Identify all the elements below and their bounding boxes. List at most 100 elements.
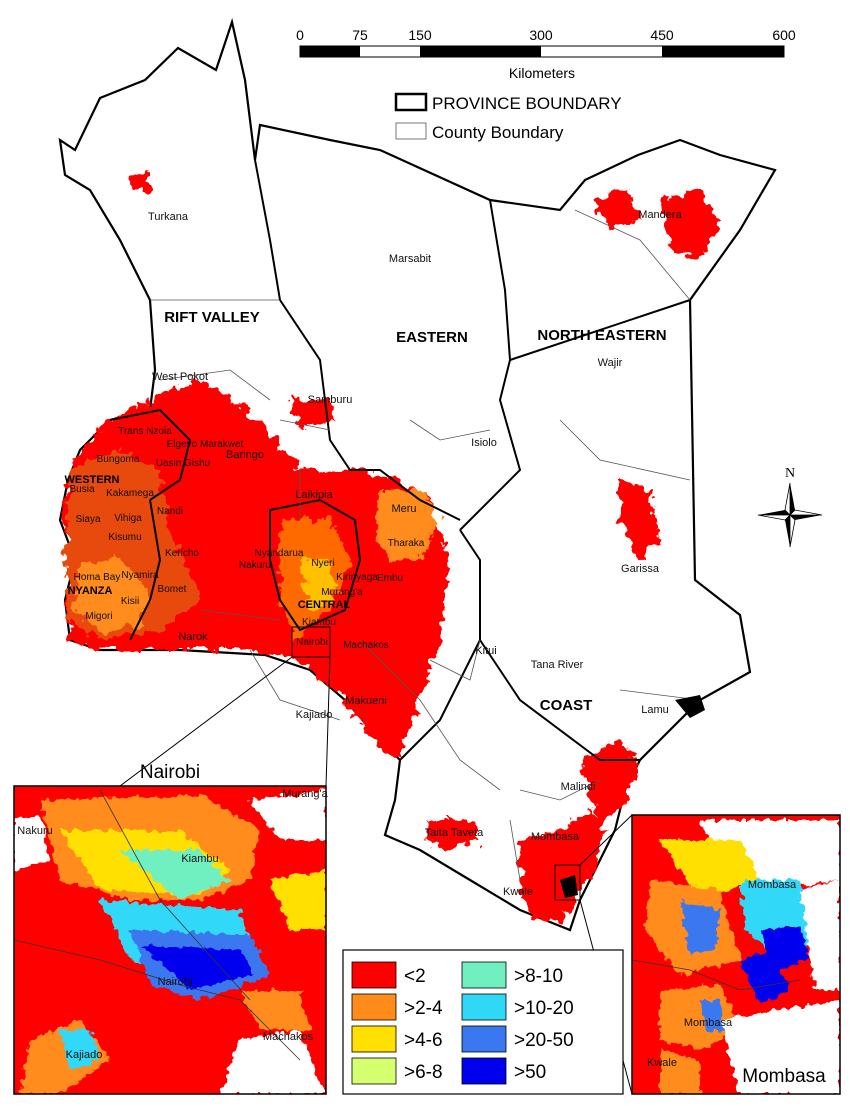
legend-swatch	[461, 1057, 507, 1085]
county-label: Wajir	[598, 357, 623, 369]
legend-swatch	[461, 1025, 507, 1053]
density-legend: <2 >2-4 >4-6 >6-8 >8-10 >10-20 >20-50 >	[342, 949, 624, 1095]
county-boundary-swatch	[395, 122, 427, 140]
county-label: Bomet	[158, 584, 187, 595]
county-label: Mombasa	[531, 831, 580, 843]
inset-label: Kwale	[647, 1057, 677, 1069]
nairobi-inset: Nairobi Nakuru Murang'a	[13, 762, 329, 1095]
legend-label: >50	[514, 1062, 546, 1083]
legend-label: >10-20	[514, 998, 574, 1019]
legend-label: >6-8	[404, 1062, 443, 1083]
county-label: Narok	[178, 631, 208, 643]
scale-tick-label: 300	[529, 27, 553, 43]
county-label: Vihiga	[114, 513, 142, 524]
county-label: Kisumu	[108, 532, 141, 543]
county-label: Marsabit	[389, 253, 431, 265]
legend-item: >2-4	[351, 993, 443, 1021]
county-label: Siaya	[75, 514, 100, 525]
legend-swatch	[351, 1025, 397, 1053]
province-label: NORTH EASTERN	[537, 327, 666, 344]
legend-item: >10-20	[461, 993, 574, 1021]
province-label: CENTRAL	[298, 599, 351, 611]
legend-label: >2-4	[404, 998, 443, 1019]
county-label: Nandi	[157, 506, 183, 517]
scale-tick-label: 0	[296, 27, 304, 43]
county-label: Busia	[69, 484, 94, 495]
county-label: Malindi	[561, 781, 596, 793]
county-label: Bungoma	[97, 454, 140, 465]
scale-tick-label: 75	[352, 27, 368, 43]
county-label: Meru	[391, 503, 416, 515]
county-label: Nyandarua	[255, 548, 304, 559]
county-label: Mandera	[638, 209, 682, 221]
county-label: Kitui	[475, 645, 496, 657]
county-label: West Pokot	[152, 371, 208, 383]
county-label: Garissa	[621, 563, 660, 575]
legend-swatch	[351, 993, 397, 1021]
county-boundary-label: County Boundary	[432, 123, 564, 142]
legend-item: >4-6	[351, 1025, 443, 1053]
coast-mangroves	[560, 695, 705, 898]
legend-item: >8-10	[461, 961, 563, 989]
county-label: Elgeyo Marakwet	[167, 439, 244, 450]
boundary-legend: PROVINCE BOUNDARY County Boundary	[394, 92, 622, 142]
county-boundaries	[150, 209, 701, 881]
province-label: WESTERN	[65, 474, 120, 486]
province-label: EASTERN	[396, 329, 468, 346]
inset-label: Nairobi	[158, 976, 193, 988]
province-labels: RIFT VALLEY EASTERN NORTH EASTERN WESTER…	[65, 309, 667, 714]
county-label: Lamu	[641, 704, 669, 716]
legend-label: >8-10	[514, 966, 563, 987]
province-boundary-swatch	[394, 92, 428, 112]
legend-label: <2	[404, 966, 426, 987]
north-label: N	[785, 466, 795, 481]
county-label: Kakamega	[106, 488, 154, 499]
scale-tick-label: 600	[772, 27, 796, 43]
county-label: Machakos	[343, 640, 389, 651]
county-label: Murang'a	[321, 587, 363, 598]
legend-label: >20-50	[514, 1030, 574, 1051]
county-label: Kwale	[503, 886, 533, 898]
county-labels: Turkana Marsabit Mandera Wajir West Poko…	[69, 209, 682, 898]
inset-label: Nakuru	[17, 825, 52, 837]
legend-item: >6-8	[351, 1057, 443, 1085]
density-overlay	[60, 172, 720, 920]
legend-swatch	[351, 1057, 397, 1085]
province-label: NYANZA	[68, 585, 113, 597]
county-label: Makueni	[345, 695, 387, 707]
county-label: Tharaka	[388, 538, 425, 549]
province-label: COAST	[540, 697, 593, 714]
scale-tick-label: 150	[408, 27, 432, 43]
legend-swatch	[461, 993, 507, 1021]
inset-label: Machakos	[263, 1031, 314, 1043]
county-label: Uasin Gishu	[156, 458, 210, 469]
nairobi-inset-title: Nairobi	[140, 762, 200, 783]
inset-label: Murang'a	[282, 788, 328, 800]
county-label: Samburu	[308, 394, 353, 406]
county-label: Trans Nzoia	[118, 426, 172, 437]
mombasa-inset: Mombasa Mombasa Kwale Mombasa	[631, 814, 841, 1095]
legend-item: >50	[461, 1057, 546, 1085]
county-label: Taita Taveta	[425, 827, 484, 839]
county-label: Nyamira	[121, 570, 159, 581]
county-label: Isiolo	[471, 437, 497, 449]
county-label: Embu	[377, 573, 403, 584]
north-arrow: N	[757, 466, 823, 548]
county-label: Tana River	[531, 659, 584, 671]
county-label: Nairobi	[296, 637, 328, 648]
county-label: Turkana	[148, 211, 189, 223]
province-boundaries	[109, 159, 691, 761]
legend-swatch	[461, 961, 507, 989]
legend-label: >4-6	[404, 1030, 443, 1051]
county-label: Kiambu	[302, 617, 336, 628]
inset-label: Mombasa	[684, 1017, 733, 1029]
county-label: Homa Bay	[74, 572, 121, 583]
province-label: RIFT VALLEY	[164, 309, 260, 326]
scale-bar: 0 75 150 300 450 600 Kilometers	[296, 27, 796, 81]
mombasa-inset-title: Mombasa	[742, 1066, 826, 1087]
province-boundary-label: PROVINCE BOUNDARY	[432, 94, 622, 113]
legend-item: >20-50	[461, 1025, 574, 1053]
inset-label: Kajiado	[66, 1049, 103, 1061]
inset-label: Mombasa	[748, 879, 797, 891]
